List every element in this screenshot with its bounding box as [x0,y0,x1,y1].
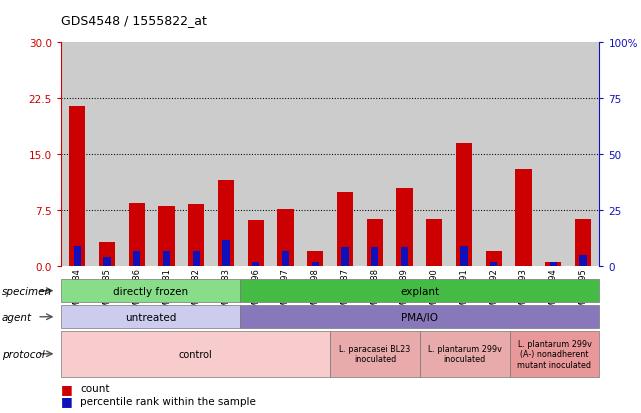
Text: GDS4548 / 1555822_at: GDS4548 / 1555822_at [61,14,207,27]
Bar [163,252,171,266]
Bar [103,257,111,266]
Text: percentile rank within the sample: percentile rank within the sample [80,396,256,406]
Bar [129,203,145,266]
Bar [247,220,264,266]
Bar [282,252,289,266]
Text: L. paracasei BL23
inoculated: L. paracasei BL23 inoculated [339,344,411,363]
Text: explant: explant [400,286,440,296]
Text: agent: agent [2,312,32,322]
Bar [218,181,234,266]
Text: L. plantarum 299v
inoculated: L. plantarum 299v inoculated [428,344,502,363]
Bar [192,252,200,266]
Bar [460,246,468,266]
Text: control: control [179,349,212,359]
Bar [549,263,557,266]
Text: ■: ■ [61,394,72,407]
Text: specimen: specimen [2,286,52,296]
Text: directly frozen: directly frozen [113,286,188,296]
Bar [99,242,115,266]
Bar [133,252,140,266]
Bar [69,107,85,266]
Bar [545,263,562,266]
Bar [307,252,324,266]
Bar [188,205,204,266]
Bar [485,252,502,266]
Bar [367,220,383,266]
Bar [426,220,442,266]
Text: ■: ■ [61,382,72,395]
Bar [396,188,413,266]
Bar [341,248,349,266]
Bar [575,220,591,266]
Bar [515,170,531,266]
Text: count: count [80,383,110,393]
Bar [337,192,353,266]
Text: L. plantarum 299v
(A-) nonadherent
mutant inoculated: L. plantarum 299v (A-) nonadherent mutan… [517,339,592,369]
Bar [158,207,175,266]
Bar [252,263,260,266]
Bar [312,263,319,266]
Bar [222,240,229,266]
Bar [456,144,472,266]
Bar [278,209,294,266]
Text: untreated: untreated [125,312,176,322]
Bar [371,248,378,266]
Bar [74,246,81,266]
Bar [490,263,497,266]
Bar [401,248,408,266]
Text: PMA/IO: PMA/IO [401,312,438,322]
Text: protocol: protocol [2,349,45,359]
Bar [579,255,587,266]
